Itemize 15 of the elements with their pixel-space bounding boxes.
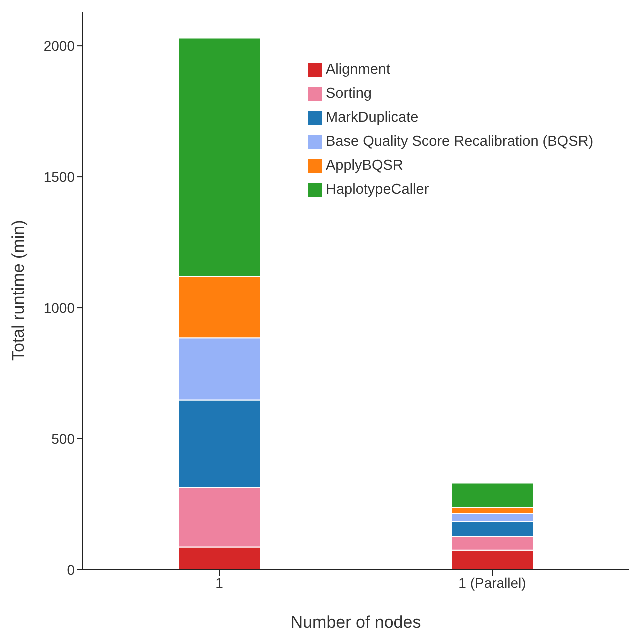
x-axis-title: Number of nodes [290,613,422,632]
legend-label: HaplotypeCaller [326,182,430,198]
y-tick-label: 1500 [44,169,76,186]
y-tick-label: 2000 [44,38,76,54]
y-tick-label: 0 [67,562,76,578]
x-tick-label: 1 (Parallel) [458,574,526,591]
x-tick-label: 1 [216,574,224,591]
legend-label: ApplyBQSR [326,158,404,174]
y-tick-label: 1000 [44,300,76,316]
legend-label: Sorting [326,86,372,102]
y-axis-title: Total runtime (min) [9,220,28,361]
legend-label: Base Quality Score Recalibration (BQSR) [326,134,594,150]
legend-label: MarkDuplicate [326,110,419,126]
legend-label: Alignment [326,62,390,78]
y-tick-label: 500 [52,430,76,447]
